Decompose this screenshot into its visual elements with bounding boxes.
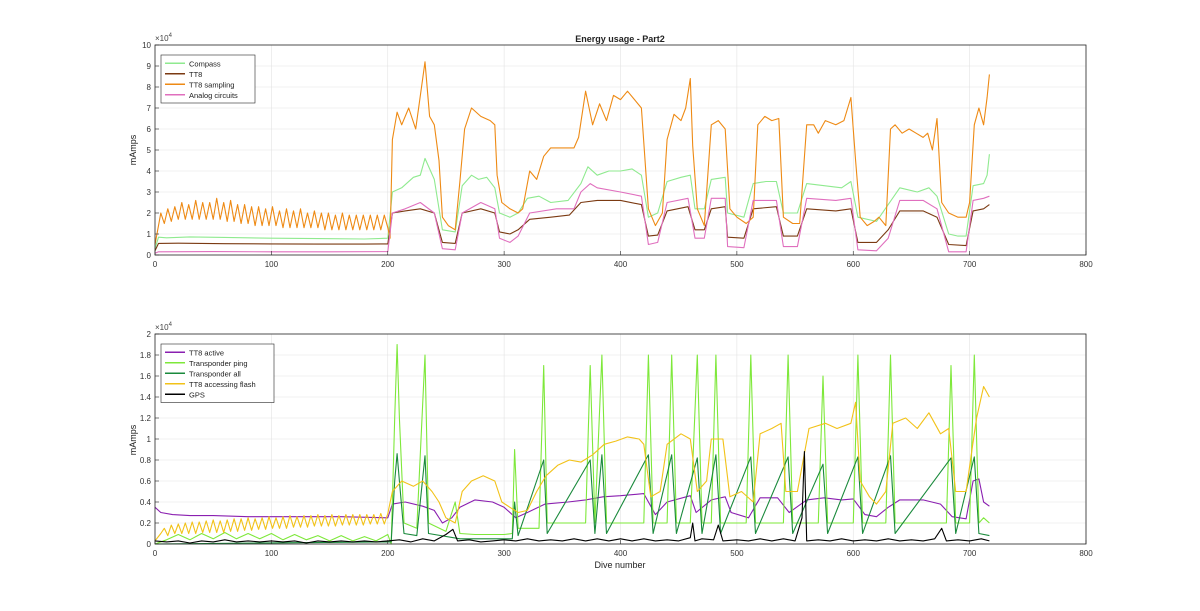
series-line-analog-circuits	[154, 183, 990, 254]
y-exponent-base: ×10	[155, 34, 169, 43]
y-tick-label: 1.4	[140, 393, 152, 402]
x-tick-label: 100	[265, 260, 279, 269]
series-line-tt8-accessing-flash	[154, 385, 990, 542]
y-exponent-power: 4	[169, 322, 173, 328]
chart-energy-bottom: 0 100 200 300 400 500 600 700 800 0 0.2 0.4 0.6 0.8 1…	[128, 322, 1093, 570]
y-tick-label: 1.8	[140, 351, 152, 360]
x-tick-label: 600	[847, 549, 861, 558]
y-tick-label: 1	[147, 230, 152, 239]
chart-title: Energy usage - Part2	[575, 34, 665, 44]
series-line-transponder-ping	[154, 343, 990, 545]
x-tick-label: 600	[847, 260, 861, 269]
series-group	[154, 61, 990, 254]
x-tick-labels: 0 100 200 300 400 500 600 700 800	[153, 540, 1093, 558]
y-tick-label: 0.8	[140, 456, 152, 465]
x-tick-label: 400	[614, 260, 628, 269]
legend-label: Transponder ping	[189, 359, 248, 368]
y-tick-label: 1.2	[140, 414, 152, 423]
x-tick-label: 500	[730, 549, 744, 558]
x-tick-label: 200	[381, 260, 395, 269]
y-tick-label: 1	[147, 435, 152, 444]
legend-label: TT8 accessing flash	[189, 380, 256, 389]
series-line-compass	[154, 154, 990, 249]
legend-label: Transponder all	[189, 369, 241, 378]
y-tick-label: 6	[147, 125, 152, 134]
y-tick-label: 5	[147, 146, 152, 155]
series-group	[154, 343, 990, 545]
y-axis-label: mAmps	[128, 134, 138, 165]
y-tick-label: 0.6	[140, 477, 152, 486]
y-tick-label: 4	[147, 167, 152, 176]
y-tick-label: 9	[147, 62, 152, 71]
series-line-transponder-all	[154, 453, 990, 545]
y-tick-label: 10	[142, 41, 151, 50]
y-tick-label: 0	[147, 251, 152, 260]
series-line-tt8-active	[154, 478, 990, 524]
x-axis-label: Dive number	[594, 560, 645, 570]
legend-label: TT8 sampling	[189, 80, 234, 89]
legend-label: TT8 active	[189, 348, 224, 357]
legend-label: Analog circuits	[189, 91, 238, 100]
x-tick-label: 100	[265, 549, 279, 558]
y-tick-label: 7	[147, 104, 152, 113]
y-tick-labels: 0 0.2 0.4 0.6 0.8 1 1.2 1.4 1.6 1.8 2	[140, 330, 159, 549]
x-tick-label: 0	[153, 549, 158, 558]
x-tick-label: 700	[963, 549, 977, 558]
y-tick-label: 2	[147, 330, 152, 339]
series-line-tt8	[154, 199, 990, 252]
y-tick-label: 2	[147, 209, 152, 218]
y-tick-label: 0.2	[140, 519, 152, 528]
y-tick-label: 1.6	[140, 372, 152, 381]
x-tick-label: 700	[963, 260, 977, 269]
y-exponent: ×104	[155, 33, 173, 43]
legend-label: Compass	[189, 59, 221, 68]
y-exponent-power: 4	[169, 33, 173, 39]
y-tick-label: 8	[147, 83, 152, 92]
x-tick-label: 300	[497, 260, 511, 269]
y-axis-label: mAmps	[128, 424, 138, 455]
x-tick-label: 300	[497, 549, 511, 558]
y-exponent: ×104	[155, 322, 173, 332]
x-tick-label: 800	[1079, 260, 1093, 269]
x-tick-label: 0	[153, 260, 158, 269]
chart-energy-top: 0 100 200 300 400 500 600 700 800 0 1 2 3 4 5 6 7 8 9 10 E…	[128, 33, 1093, 269]
x-tick-labels: 0 100 200 300 400 500 600 700 800	[153, 251, 1093, 269]
series-line-gps	[154, 451, 990, 544]
x-tick-label: 800	[1079, 549, 1093, 558]
y-tick-label: 3	[147, 188, 152, 197]
x-tick-label: 200	[381, 549, 395, 558]
y-tick-labels: 0 1 2 3 4 5 6 7 8 9 10	[142, 41, 159, 260]
legend-label: TT8	[189, 70, 202, 79]
x-tick-label: 500	[730, 260, 744, 269]
x-tick-label: 400	[614, 549, 628, 558]
legend-label: GPS	[189, 390, 205, 399]
series-line-tt8-sampling	[154, 61, 990, 245]
y-tick-label: 0.4	[140, 498, 152, 507]
y-exponent-base: ×10	[155, 323, 169, 332]
y-tick-label: 0	[147, 540, 152, 549]
grid	[154, 44, 1087, 256]
